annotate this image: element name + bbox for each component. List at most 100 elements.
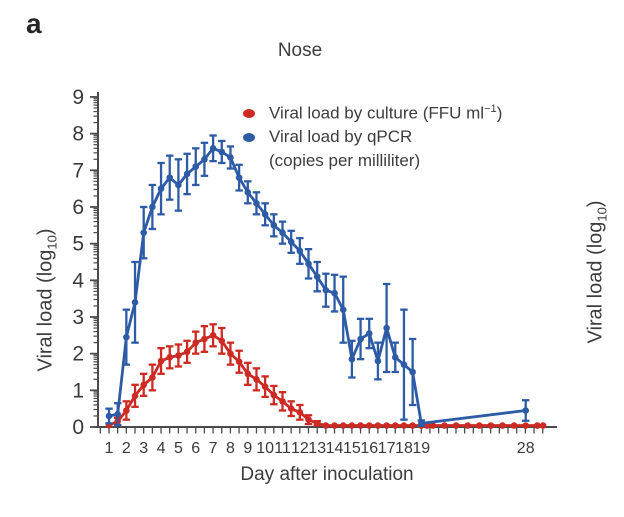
culture-marker (183, 348, 191, 356)
culture-marker (175, 352, 182, 359)
y-axis-label-subscript: 10 (594, 207, 610, 222)
x-axis-label: Day after inoculation (240, 464, 414, 485)
culture-marker (339, 422, 347, 429)
chart-title: Nose (277, 40, 323, 61)
culture-marker (209, 332, 217, 339)
y-tick-label: 2 (72, 343, 84, 366)
culture-marker (539, 422, 547, 429)
culture-series-dot-icon (243, 108, 255, 118)
y-axis-label-text: Viral load (log (34, 249, 57, 372)
qpcr-marker (322, 286, 330, 294)
culture-marker (131, 392, 139, 400)
qpcr-marker (235, 174, 243, 181)
qpcr-marker (192, 163, 200, 170)
x-tick-label: 15 (343, 440, 361, 457)
panel-label: a (26, 8, 42, 39)
culture-marker (140, 381, 147, 389)
culture-marker (429, 422, 437, 429)
culture-marker (464, 422, 472, 429)
culture-marker (270, 391, 278, 399)
qpcr-marker (313, 273, 321, 280)
culture-marker (261, 383, 269, 390)
qpcr-marker (175, 181, 182, 189)
x-tick-label: 5 (174, 440, 183, 457)
x-tick-label: 18 (395, 440, 413, 457)
culture-marker (534, 422, 541, 429)
qpcr-marker (296, 247, 304, 255)
qpcr-marker (157, 185, 165, 192)
qpcr-marker (131, 299, 139, 306)
qpcr-marker (305, 260, 312, 268)
x-tick-label: 3 (139, 440, 148, 457)
qpcr-marker (183, 170, 191, 178)
y-axis-label-close: ) (584, 200, 607, 208)
y-tick-label: 3 (72, 306, 84, 329)
x-tick-label: 28 (517, 440, 535, 457)
legend-label-qpcr-units: (copies per milliliter) (269, 151, 421, 170)
qpcr-marker (218, 148, 226, 156)
x-tick-label: 11 (274, 440, 291, 457)
qpcr-marker (244, 189, 252, 196)
y-axis-label-close: ) (34, 228, 57, 236)
x-tick-label: 16 (360, 440, 378, 457)
culture-marker (499, 422, 506, 429)
legend-item-qpcr-units: (copies per milliliter) (243, 149, 502, 173)
qpcr-marker (201, 156, 208, 163)
qpcr-marker (331, 289, 338, 297)
qpcr-marker (123, 333, 130, 341)
legend-label-culture-superscript: −1 (484, 102, 497, 115)
x-tick-label: 12 (291, 440, 309, 457)
legend-item-qpcr: Viral load by qPCR (243, 125, 502, 149)
qpcr-marker (209, 145, 217, 152)
culture-marker (244, 370, 252, 378)
culture-marker (383, 422, 390, 429)
culture-marker (357, 422, 364, 429)
qpcr-marker (140, 229, 147, 236)
legend-label-culture-close: ) (496, 103, 503, 123)
qpcr-marker (279, 229, 286, 236)
qpcr-marker (383, 324, 390, 332)
x-tick-label: 9 (243, 440, 252, 457)
qpcr-series-dot-icon (243, 132, 255, 142)
legend-label-culture-text: Viral load by culture (FFU ml (269, 103, 485, 123)
culture-marker (409, 422, 416, 429)
x-tick-label: 8 (226, 440, 235, 457)
qpcr-marker (348, 355, 356, 363)
x-tick-label: 14 (326, 440, 344, 457)
qpcr-marker (227, 154, 234, 161)
qpcr-marker (105, 412, 113, 420)
culture-marker (201, 335, 208, 343)
culture-marker (157, 357, 165, 365)
culture-marker (313, 420, 321, 427)
legend: Viral load by culture (FFU ml−1) Viral l… (243, 101, 502, 173)
y-axis-label-right: Viral load (log10) (585, 200, 610, 343)
qpcr-marker (114, 410, 121, 418)
x-tick-label: 10 (256, 440, 274, 457)
qpcr-marker (418, 420, 425, 427)
culture-marker (227, 350, 234, 357)
culture-marker (287, 405, 295, 412)
x-tick-label: 6 (191, 440, 200, 457)
qpcr-marker (400, 361, 408, 368)
culture-marker (235, 358, 243, 366)
culture-marker (365, 422, 373, 429)
y-tick-label: 4 (72, 269, 84, 292)
legend-item-culture: Viral load by culture (FFU ml−1) (243, 101, 502, 125)
qpcr-marker (522, 407, 529, 414)
y-tick-label: 0 (72, 416, 84, 439)
x-tick-label: 1 (105, 440, 114, 457)
y-tick-label: 6 (72, 196, 84, 219)
x-tick-label: 19 (412, 440, 430, 457)
culture-marker (253, 376, 260, 383)
y-axis-label-text: Viral load (log (584, 221, 607, 344)
culture-line (107, 333, 545, 427)
culture-marker (305, 416, 312, 423)
y-tick-label: 7 (72, 159, 84, 182)
y-tick-label: 9 (72, 86, 84, 109)
culture-marker (374, 422, 382, 429)
x-tick-label: 17 (378, 440, 396, 457)
y-axis-label-subscript: 10 (44, 235, 60, 250)
qpcr-marker (391, 354, 399, 361)
y-axis-label-left: Viral load (log10) (35, 228, 60, 371)
